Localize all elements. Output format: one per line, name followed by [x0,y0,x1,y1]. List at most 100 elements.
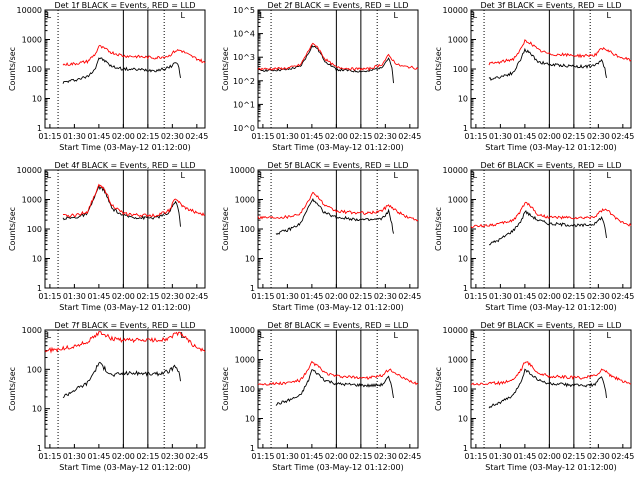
x-tick-label: 01:30 [489,452,512,461]
flag-label: L [47,11,52,20]
y-tick-label: 100 [27,65,42,74]
x-tick-label: 01:45 [300,132,323,141]
x-tick-label: 01:45 [87,452,110,461]
flag-label: L [260,11,265,20]
y-axis-label: Counts/sec [434,47,443,91]
x-tick-label: 02:45 [185,292,208,301]
y-tick-label: 1 [463,124,468,133]
y-axis-label: Counts/sec [8,47,17,91]
events-series-line [62,361,181,399]
lld-series-line [470,361,632,386]
x-axis-label: Start Time (03-May-12 01:12:00) [272,143,403,152]
plot-frame [470,329,632,449]
lld-series-line [44,331,206,354]
y-tick-label: 1000 [448,356,468,365]
x-tick-label: 01:15 [464,132,487,141]
x-tick-label: 01:15 [464,452,487,461]
y-axis-label: Counts/sec [434,207,443,251]
x-tick-label: 01:30 [489,292,512,301]
panel-title: Det 3f BLACK = Events, RED = LLD [480,1,621,10]
detector-panel-6: Det 6f BLACK = Events, RED = LLD 1 10 100 10… [434,161,634,312]
flag-label: L [47,171,52,180]
x-axis-label: Start Time (03-May-12 01:12:00) [59,143,190,152]
x-tick-label: 02:15 [136,452,159,461]
x-axis-label: Start Time (03-May-12 01:12:00) [272,463,403,472]
y-tick-label: 100 [453,65,468,74]
x-tick-label: 02:15 [562,452,585,461]
y-tick-label: 1000 [22,36,42,45]
y-tick-label: 10 [32,255,42,264]
y-tick-label: 1 [250,444,255,453]
lld-series-line [488,39,632,66]
x-tick-label: 02:00 [112,292,135,301]
x-tick-label: 02:15 [349,452,372,461]
lld-series-line [62,44,206,66]
events-series-line [488,209,607,246]
y-tick-label: 1000 [235,356,255,365]
x-tick-label: 02:15 [349,132,372,141]
x-tick-label: 01:45 [513,452,536,461]
x-tick-label: 02:45 [611,132,634,141]
x-tick-label: 01:30 [276,452,299,461]
events-series-line [62,184,181,227]
flag-label: L [473,11,478,20]
x-tick-label: 01:45 [87,132,110,141]
x-tick-label: 01:30 [489,132,512,141]
y-tick-label: 1000 [22,196,42,205]
x-tick-label: 02:00 [325,452,348,461]
x-tick-label: 02:45 [611,292,634,301]
x-tick-label: 01:45 [513,132,536,141]
x-tick-label: 02:00 [538,452,561,461]
y-axis-label: Counts/sec [434,367,443,411]
flag-label: L [473,331,478,340]
y-tick-label: 10000 [17,166,42,175]
y-tick-label: 10 [458,255,468,264]
x-tick-label: 02:00 [325,132,348,141]
panel-title: Det 2f BLACK = Events, RED = LLD [267,1,408,10]
plot-frame [257,329,419,449]
detector-panel-9: Det 9f BLACK = Events, RED = LLD 1 10 100 10… [434,321,634,472]
x-tick-label: 01:15 [38,292,61,301]
x-tick-label: 01:15 [38,132,61,141]
plot-frame [44,329,206,449]
flag-label: L [260,331,265,340]
x-axis-label: Start Time (03-May-12 01:12:00) [59,463,190,472]
lld-series-line [470,201,632,229]
y-tick-label: 1000 [22,326,42,335]
x-tick-label: 01:45 [300,292,323,301]
flag-label: L [47,331,52,340]
y-tick-label: 10 [32,405,42,414]
lld-series-line [257,360,419,386]
y-tick-label: 100 [240,225,255,234]
flag-label: L [607,11,612,20]
x-tick-label: 02:30 [161,452,184,461]
y-axis-label: Counts/sec [221,367,230,411]
y-tick-label: 100 [27,365,42,374]
x-tick-label: 02:00 [538,132,561,141]
y-tick-label: 100 [453,225,468,234]
x-tick-label: 02:30 [374,452,397,461]
panel-title: Det 5f BLACK = Events, RED = LLD [267,161,408,170]
lld-series-line [257,191,419,222]
x-tick-label: 02:00 [112,132,135,141]
x-tick-label: 02:15 [562,292,585,301]
x-axis-label: Start Time (03-May-12 01:12:00) [59,303,190,312]
y-tick-label: 10^1 [233,100,255,109]
y-axis-label: Counts/sec [221,47,230,91]
x-tick-label: 02:00 [538,292,561,301]
panel-title: Det 8f BLACK = Events, RED = LLD [267,321,408,330]
flag-label: L [394,11,399,20]
x-tick-label: 01:45 [87,292,110,301]
y-tick-label: 10000 [443,6,468,15]
y-tick-label: 10^2 [233,77,255,86]
x-tick-label: 02:15 [349,292,372,301]
x-tick-label: 01:30 [63,452,86,461]
lld-series-line [62,183,206,218]
x-tick-label: 01:15 [38,452,61,461]
x-tick-label: 02:45 [185,132,208,141]
events-series-line [275,369,394,406]
flag-label: L [394,331,399,340]
y-axis-label: Counts/sec [8,207,17,251]
x-tick-label: 02:30 [374,292,397,301]
y-tick-label: 1000 [235,196,255,205]
